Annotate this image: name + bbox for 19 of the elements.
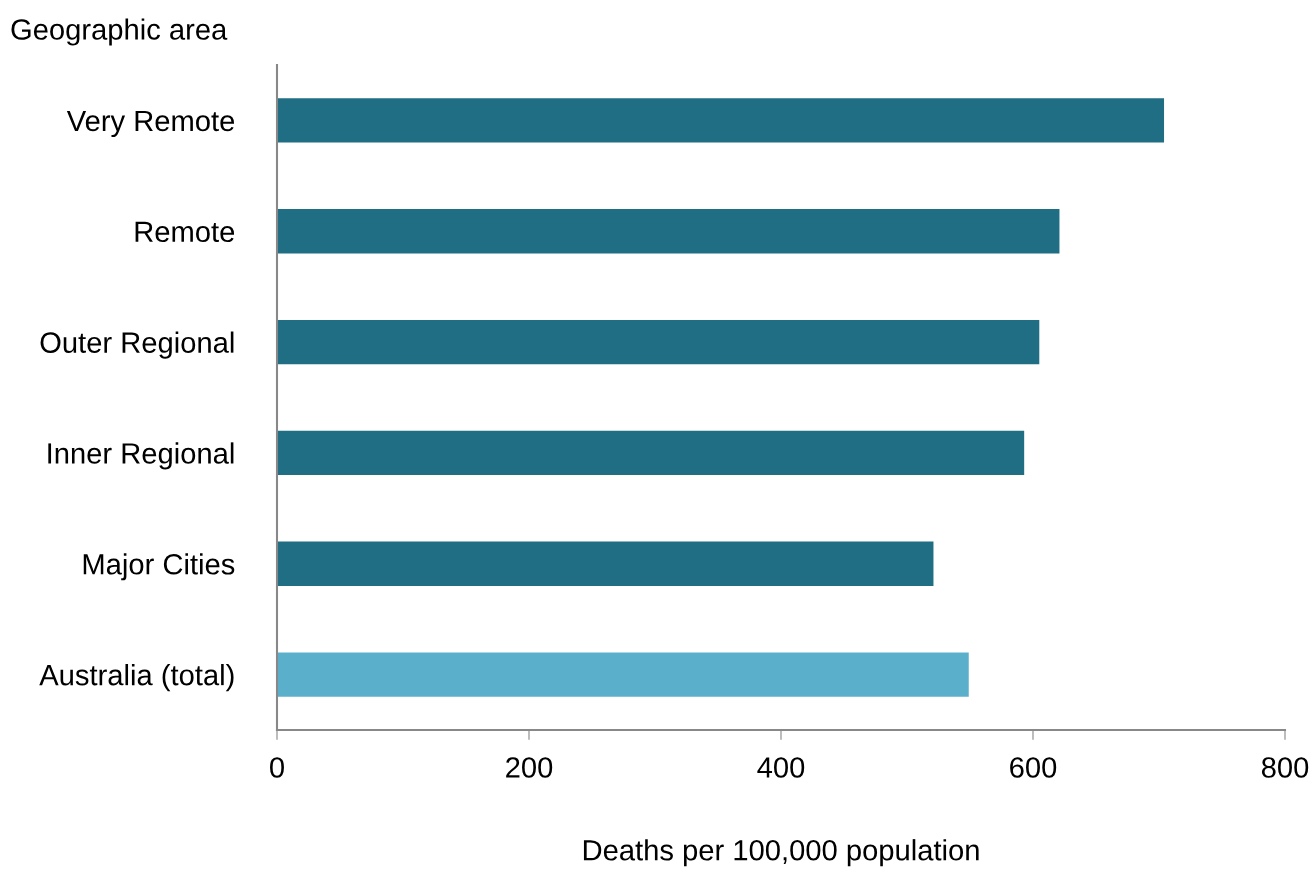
- y-tick-label: Very Remote: [66, 110, 235, 138]
- bar: [277, 98, 1165, 143]
- x-tick-label: 600: [1010, 757, 1057, 778]
- x-tick-label: 800: [1261, 757, 1309, 778]
- bar: [277, 209, 1060, 254]
- y-tick-label: Remote: [135, 221, 235, 243]
- bar: [277, 430, 1025, 476]
- bar: [277, 652, 969, 697]
- bar: [277, 319, 1040, 365]
- y-tick-label: Outer Regional: [40, 331, 234, 359]
- bar: [277, 541, 934, 586]
- x-axis-title: Deaths per 100,000 population: [583, 839, 979, 867]
- x-tick-label: 200: [506, 757, 553, 778]
- y-tick-label: Major Cities: [83, 553, 235, 581]
- x-tick-label: 0: [270, 757, 284, 778]
- y-tick-label: Inner Regional: [48, 442, 234, 470]
- x-tick-label: 400: [757, 757, 805, 778]
- y-axis-title: Geographic area: [11, 18, 228, 46]
- y-tick-label: Australia (total): [39, 664, 234, 692]
